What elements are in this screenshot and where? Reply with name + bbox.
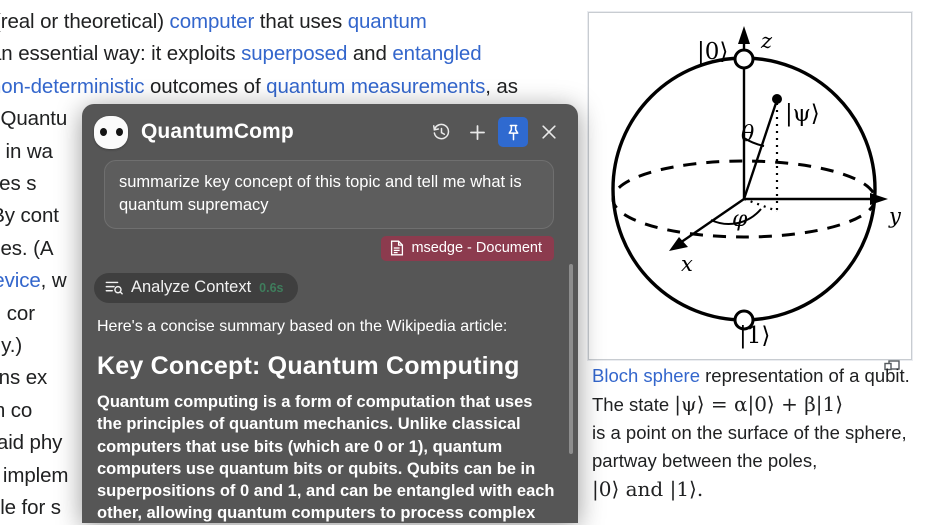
panel-header: QuantumComp bbox=[82, 104, 578, 160]
article-link[interactable]: quantum measurements bbox=[266, 74, 486, 98]
enlarge-icon[interactable] bbox=[884, 360, 900, 374]
new-chat-plus-icon[interactable] bbox=[462, 117, 492, 147]
assistant-heading: Key Concept: Quantum Computing bbox=[97, 352, 520, 380]
article-link[interactable]: entangled bbox=[392, 42, 482, 66]
analyze-context-icon bbox=[105, 281, 123, 295]
article-line: an essential way: it exploits superposed… bbox=[0, 38, 571, 70]
article-text: ntum co bbox=[0, 398, 33, 422]
enlarge-glyph bbox=[884, 360, 900, 371]
article-line: ibilities s bbox=[0, 168, 571, 200]
south-pole-label: |1⟩ bbox=[739, 323, 770, 349]
user-message-bubble: summarize key concept of this topic and … bbox=[104, 160, 554, 229]
analyze-context-label: Analyze Context bbox=[131, 278, 252, 296]
assistant-intro: Here's a concise summary based on the Wi… bbox=[97, 318, 508, 335]
bloch-sphere-svg: z y x |0⟩ |1⟩ |ψ⟩ θ φ bbox=[611, 26, 902, 349]
article-line: ntum cor bbox=[0, 298, 571, 330]
x-arrowhead bbox=[669, 237, 688, 251]
history-glyph bbox=[432, 123, 449, 139]
assistant-paragraph: Quantum computing is a form of computati… bbox=[97, 393, 555, 523]
figure-caption: Bloch sphere representation of a qubit. … bbox=[592, 362, 912, 504]
azimuth-angle-label: φ bbox=[732, 207, 748, 232]
state-point-marker bbox=[772, 94, 782, 104]
plus-glyph bbox=[469, 124, 485, 140]
analyze-context-duration: 0.6s bbox=[259, 280, 284, 295]
article-line: ntum co bbox=[0, 395, 571, 427]
pin-glyph bbox=[508, 124, 518, 140]
article-line: (real or theoretical) computer that uses… bbox=[0, 6, 571, 38]
article-text: ibilities s bbox=[0, 172, 37, 196]
panel-scrollbar-thumb[interactable] bbox=[569, 264, 573, 454]
x-axis-label: x bbox=[681, 252, 693, 276]
article-text: d aid phy bbox=[0, 431, 63, 455]
article-link[interactable]: computer bbox=[169, 10, 255, 33]
article-link[interactable]: non-deterministic bbox=[0, 74, 145, 98]
article-text: n. Quantu bbox=[0, 107, 68, 131]
article-text: ations ex bbox=[0, 366, 48, 390]
panel-title: QuantumComp bbox=[141, 120, 294, 143]
article-line: ssically.) bbox=[0, 330, 571, 362]
article-text: an essential way: it exploits bbox=[0, 42, 242, 66]
y-arrowhead bbox=[870, 193, 888, 205]
history-icon[interactable] bbox=[426, 117, 456, 147]
user-message-row: summarize key concept of this topic and … bbox=[94, 160, 560, 229]
attachment-row: msedge - Document bbox=[94, 236, 554, 261]
article-link[interactable]: device bbox=[0, 269, 41, 293]
pin-icon[interactable] bbox=[498, 117, 528, 147]
article-text: rules. (A bbox=[0, 236, 54, 260]
quantumcomp-chat-panel[interactable]: QuantumComp summarize key c bbox=[82, 104, 578, 523]
article-text: outcomes of bbox=[144, 74, 267, 98]
article-line: e implem bbox=[0, 460, 571, 492]
bloch-sphere-figure[interactable]: z y x |0⟩ |1⟩ |ψ⟩ θ φ bbox=[588, 12, 912, 360]
z-axis-label: z bbox=[760, 29, 773, 53]
article-text: (real or theoretical) bbox=[0, 10, 170, 33]
article-link[interactable]: superposed bbox=[241, 42, 348, 66]
y-axis-label: y bbox=[888, 204, 902, 228]
article-text: . By cont bbox=[0, 204, 59, 228]
analyze-context-pill[interactable]: Analyze Context 0.6s bbox=[94, 273, 298, 303]
attachment-chip[interactable]: msedge - Document bbox=[381, 236, 554, 261]
assistant-message: Here's a concise summary based on the Wi… bbox=[94, 316, 560, 523]
avatar-eye-left bbox=[99, 128, 107, 136]
article-line: rules. (A bbox=[0, 233, 571, 265]
article-line: table for s bbox=[0, 492, 571, 524]
conversation-body[interactable]: summarize key concept of this topic and … bbox=[82, 160, 578, 523]
south-pole-marker bbox=[733, 309, 755, 331]
caption-formula: |ψ⟩ = α|0⟩ + β|1⟩ bbox=[674, 392, 844, 416]
north-pole-marker bbox=[733, 48, 755, 70]
article-text: that uses bbox=[254, 10, 348, 33]
article-link[interactable]: quantum bbox=[347, 10, 427, 33]
article-line: n. Quantu bbox=[0, 103, 571, 135]
article-text: , w bbox=[40, 269, 67, 293]
article-text: e implem bbox=[0, 463, 69, 487]
caption-text-1: representation of a qubit. The state bbox=[592, 365, 910, 415]
article-line: d aid phy bbox=[0, 427, 571, 459]
attachment-label: msedge - Document bbox=[411, 240, 542, 256]
caption-text-3: |0⟩ and |1⟩. bbox=[592, 477, 704, 501]
caption-text-2: is a point on the surface of the sphere,… bbox=[592, 422, 907, 471]
state-vector-label: |ψ⟩ bbox=[785, 101, 820, 127]
article-text: ssically.) bbox=[0, 334, 23, 358]
article-text: , as bbox=[485, 74, 518, 98]
robot-face-avatar bbox=[94, 115, 128, 149]
avatar-eye-right bbox=[115, 128, 123, 136]
north-pole-label: |0⟩ bbox=[697, 39, 728, 65]
article-text-column: (real or theoretical) computer that uses… bbox=[0, 6, 571, 524]
article-text: lve in wa bbox=[0, 139, 53, 163]
polar-angle-label: θ bbox=[741, 122, 754, 147]
article-line: lve in wa bbox=[0, 136, 571, 168]
close-icon[interactable] bbox=[534, 117, 564, 147]
article-line: non-deterministic outcomes of quantum me… bbox=[0, 71, 571, 103]
article-line: ations ex bbox=[0, 362, 571, 394]
z-arrowhead bbox=[738, 26, 750, 44]
article-text: and bbox=[347, 42, 393, 66]
close-glyph bbox=[542, 125, 556, 139]
article-line: . By cont bbox=[0, 200, 571, 232]
article-line: device, w bbox=[0, 265, 571, 297]
article-text: ntum cor bbox=[0, 301, 35, 325]
document-icon bbox=[391, 240, 404, 256]
article-text: table for s bbox=[0, 496, 61, 520]
caption-link[interactable]: Bloch sphere bbox=[592, 365, 700, 386]
tool-call-row: Analyze Context 0.6s bbox=[94, 273, 560, 303]
